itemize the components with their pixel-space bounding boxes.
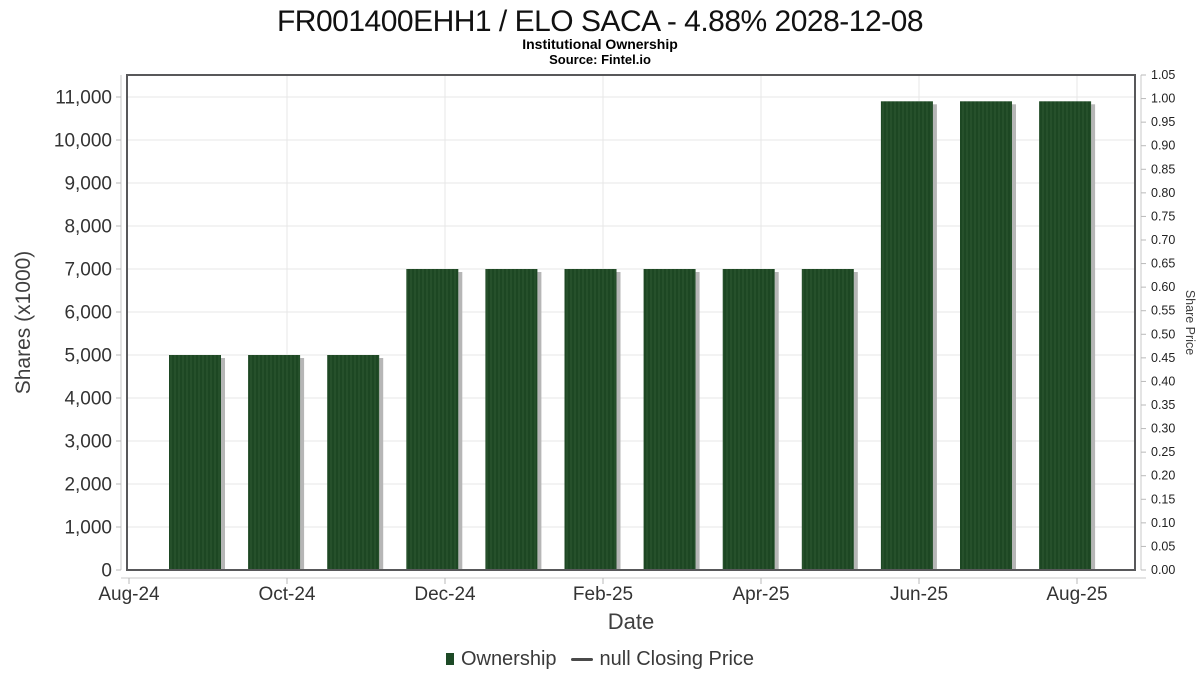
- y-left-tick-label: 5,000: [64, 346, 112, 367]
- bar-shadow: [300, 358, 305, 569]
- bar-shadow: [932, 104, 937, 570]
- y-right-tick-label: 0.10: [1151, 516, 1175, 530]
- legend-item-closing-price[interactable]: null Closing Price: [570, 647, 755, 671]
- y-right-tick-label: 0.45: [1151, 351, 1175, 365]
- ownership-bar[interactable]: [960, 101, 1012, 570]
- y-right-tick-label: 0.60: [1151, 280, 1175, 294]
- y-left-tick-label: 0: [101, 561, 112, 582]
- y-left-tick-label: 4,000: [64, 389, 112, 410]
- line-marker-icon: [570, 657, 593, 661]
- y-right-tick-label: 0.70: [1151, 233, 1175, 247]
- ownership-bar[interactable]: [327, 355, 380, 569]
- y-right-tick-label: 0.90: [1151, 139, 1175, 153]
- chart-subtitle: Institutional Ownership: [522, 36, 678, 52]
- ownership-bar[interactable]: [406, 269, 459, 569]
- y-right-tick-label: 0.05: [1151, 539, 1175, 553]
- bar-shadow: [695, 272, 700, 569]
- ownership-bar[interactable]: [1039, 101, 1092, 570]
- y-left-tick-label: 7,000: [64, 260, 112, 281]
- ownership-bar[interactable]: [564, 269, 617, 569]
- bar-shadow: [537, 272, 542, 569]
- x-tick-label: Dec-24: [414, 584, 476, 605]
- y-left-tick-label: 2,000: [64, 475, 112, 496]
- y-left-tick-label: 11,000: [55, 88, 112, 109]
- y-right-tick-label: 0.55: [1151, 304, 1175, 318]
- bar-shadow: [1091, 104, 1096, 570]
- ownership-bar[interactable]: [169, 355, 221, 569]
- legend-label-ownership: Ownership: [460, 647, 557, 670]
- institutional-ownership-chart: 0 1,000 2,000 3,000 4,000 5,000 6,000 7,000 8,00…: [12, 68, 1197, 634]
- y-left-tick-label: 9,000: [64, 174, 112, 195]
- bar-shadow: [221, 358, 225, 569]
- x-tick-label: Feb-25: [573, 584, 633, 605]
- x-tick-label: Oct-24: [258, 584, 315, 605]
- x-tick-label: Apr-25: [732, 584, 789, 605]
- x-tick-label: Aug-25: [1046, 584, 1107, 605]
- y-right-tick-label: 0.80: [1151, 186, 1175, 200]
- y-right-tick-label: 0.35: [1151, 398, 1175, 412]
- bar-shadow: [774, 272, 779, 569]
- plot-border: [126, 74, 1136, 571]
- legend-item-ownership[interactable]: Ownership: [445, 647, 557, 671]
- x-axis-title: Date: [608, 609, 654, 634]
- y-right-tick-label: 0.75: [1151, 209, 1175, 223]
- bar-shadow: [458, 272, 463, 569]
- y-right-tick-label: 1.00: [1151, 92, 1175, 106]
- y-right-tick-label: 0.30: [1151, 422, 1175, 436]
- ownership-bar[interactable]: [722, 269, 775, 569]
- bar-shadow: [853, 272, 858, 569]
- y-right-axis-title: Share Price: [1183, 290, 1197, 355]
- x-tick-label: Jun-25: [890, 584, 948, 605]
- y-left-tick-label: 3,000: [64, 432, 112, 453]
- y-right-tick-label: 0.95: [1151, 115, 1175, 129]
- y-left-tick-label: 10,000: [54, 131, 112, 152]
- y-left-tick-label: 6,000: [64, 303, 112, 324]
- y-left-axis-title: Shares (x1000): [12, 251, 35, 395]
- y-right-tick-label: 0.25: [1151, 445, 1175, 459]
- legend-label-closing-price: null Closing Price: [599, 647, 755, 670]
- y-right-tick-label: 0.15: [1151, 492, 1175, 506]
- y-right-tick-label: 0.65: [1151, 257, 1175, 271]
- y-right-tick-label: 0.50: [1151, 327, 1175, 341]
- legend: Ownership null Closing Price: [0, 646, 1200, 672]
- ownership-bar[interactable]: [880, 101, 933, 570]
- ownership-bar[interactable]: [643, 269, 696, 569]
- y-left-tick-label: 8,000: [64, 217, 112, 238]
- ownership-bar[interactable]: [485, 269, 538, 569]
- chart-source: Source: Fintel.io: [549, 52, 651, 67]
- y-right-tick-label: 1.05: [1151, 68, 1175, 82]
- y-right-tick-label: 0.40: [1151, 374, 1175, 388]
- chart-title: FR001400EHH1 / ELO SACA - 4.88% 2028-12-…: [276, 5, 924, 38]
- bar-shadow: [1012, 104, 1016, 570]
- bar-shadow: [616, 272, 621, 569]
- y-right-tick-label: 0.85: [1151, 162, 1175, 176]
- y-right-tick-label: 0.00: [1151, 563, 1175, 577]
- ownership-swatch-icon: [445, 653, 454, 665]
- y-right-tick-label: 0.20: [1151, 469, 1175, 483]
- bar-shadow: [379, 358, 384, 569]
- ownership-bar[interactable]: [248, 355, 301, 569]
- ownership-bar[interactable]: [801, 269, 854, 569]
- y-left-tick-label: 1,000: [64, 518, 112, 539]
- x-tick-label: Aug-24: [98, 584, 160, 605]
